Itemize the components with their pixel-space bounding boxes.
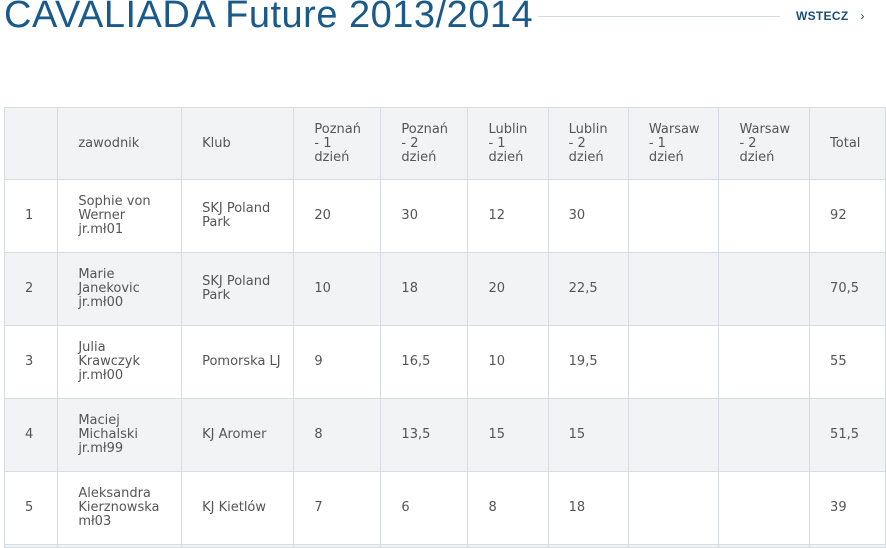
table-row: 1 Sophie von Werner jr.mł01 SKJ Poland P… <box>3 179 886 253</box>
header-divider <box>538 16 780 17</box>
rank-cell: 3 <box>3 325 59 399</box>
rider-cell: Marie Janekovic jr.mł00 <box>57 252 183 326</box>
score-cell <box>718 252 811 326</box>
score-cell: 20 <box>467 252 549 326</box>
score-cell: 8 <box>467 471 549 545</box>
table-cell <box>627 544 720 548</box>
table-row: 3 Julia Krawczyk jr.mł00 Pomorska LJ 9 1… <box>3 325 886 399</box>
column-header-lublin-day1: Lublin - 1 dzień <box>467 107 549 180</box>
rank-cell: 2 <box>3 252 59 326</box>
back-link[interactable]: WSTECZ › <box>796 9 865 25</box>
back-label: WSTECZ <box>796 9 849 23</box>
rider-cell: Aleksandra Kierznowska mł03 <box>57 471 183 545</box>
page-title: CAVALIADA Future 2013/2014 <box>4 0 534 36</box>
score-cell: 15 <box>467 398 549 472</box>
score-cell: 9 <box>293 325 382 399</box>
table-row-partial <box>3 544 886 548</box>
score-cell: 10 <box>467 325 549 399</box>
column-header-total: Total <box>809 107 886 180</box>
total-cell: 55 <box>809 325 886 399</box>
chevron-right-icon: › <box>860 9 865 23</box>
score-cell: 10 <box>293 252 382 326</box>
rank-cell: 5 <box>3 471 59 545</box>
table-cell <box>293 544 382 548</box>
table-row: 5 Aleksandra Kierznowska mł03 KJ Kietlów… <box>3 471 886 545</box>
total-cell: 51,5 <box>809 398 886 472</box>
table-cell <box>3 544 59 548</box>
table-cell <box>467 544 549 548</box>
column-header-lublin-day2: Lublin - 2 dzień <box>547 107 629 180</box>
score-cell: 13,5 <box>380 398 469 472</box>
column-header-poznan-day2: Poznań - 2 dzień <box>380 107 469 180</box>
score-cell: 8 <box>293 398 382 472</box>
score-cell <box>627 179 720 253</box>
score-cell: 12 <box>467 179 549 253</box>
results-table: zawodnik Klub Poznań - 1 dzień Poznań - … <box>3 107 886 548</box>
score-cell: 18 <box>380 252 469 326</box>
score-cell: 19,5 <box>547 325 629 399</box>
club-cell: KJ Kietlów <box>181 471 295 545</box>
club-cell: SKJ Poland Park <box>181 252 295 326</box>
table-cell <box>809 544 886 548</box>
score-cell: 22,5 <box>547 252 629 326</box>
table-cell <box>718 544 811 548</box>
score-cell: 15 <box>547 398 629 472</box>
score-cell <box>718 179 811 253</box>
score-cell: 16,5 <box>380 325 469 399</box>
club-cell: Pomorska LJ <box>181 325 295 399</box>
score-cell <box>718 398 811 472</box>
table-row: 2 Marie Janekovic jr.mł00 SKJ Poland Par… <box>3 252 886 326</box>
score-cell: 30 <box>547 179 629 253</box>
column-header-warsaw-day1: Warsaw - 1 dzień <box>627 107 720 180</box>
table-cell <box>380 544 469 548</box>
column-header-rank <box>3 107 59 180</box>
total-cell: 39 <box>809 471 886 545</box>
score-cell <box>718 325 811 399</box>
score-cell: 18 <box>547 471 629 545</box>
table-header-row: zawodnik Klub Poznań - 1 dzień Poznań - … <box>3 107 886 180</box>
rider-cell: Maciej Michalski jr.mł99 <box>57 398 183 472</box>
score-cell <box>718 471 811 545</box>
total-cell: 70,5 <box>809 252 886 326</box>
table-cell <box>181 544 295 548</box>
score-cell: 6 <box>380 471 469 545</box>
table-cell <box>547 544 629 548</box>
table-row: 4 Maciej Michalski jr.mł99 KJ Aromer 8 1… <box>3 398 886 472</box>
score-cell <box>627 325 720 399</box>
club-cell: SKJ Poland Park <box>181 179 295 253</box>
column-header-rider: zawodnik <box>57 107 183 180</box>
score-cell: 20 <box>293 179 382 253</box>
score-cell <box>627 398 720 472</box>
score-cell: 30 <box>380 179 469 253</box>
table-cell <box>57 544 183 548</box>
rank-cell: 4 <box>3 398 59 472</box>
score-cell <box>627 252 720 326</box>
club-cell: KJ Aromer <box>181 398 295 472</box>
rank-cell: 1 <box>3 179 59 253</box>
column-header-warsaw-day2: Warsaw - 2 dzień <box>718 107 811 180</box>
column-header-poznan-day1: Poznań - 1 dzień <box>293 107 382 180</box>
column-header-club: Klub <box>181 107 295 180</box>
score-cell: 7 <box>293 471 382 545</box>
rider-cell: Sophie von Werner jr.mł01 <box>57 179 183 253</box>
rider-cell: Julia Krawczyk jr.mł00 <box>57 325 183 399</box>
total-cell: 92 <box>809 179 886 253</box>
score-cell <box>627 471 720 545</box>
